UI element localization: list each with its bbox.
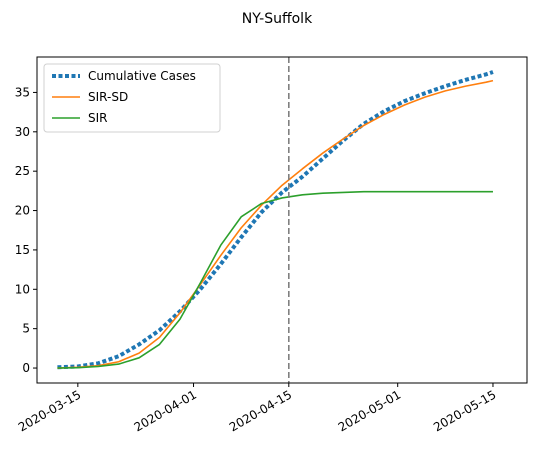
series-line-3: [57, 190, 493, 369]
x-tick-label: 2020-03-15: [16, 387, 83, 434]
legend-label-1: Cumulative Cases: [88, 69, 196, 83]
legend-box: [43, 63, 221, 133]
y-tick-label: 20: [15, 204, 30, 218]
y-tick-label: 10: [15, 282, 30, 296]
plot-area: [57, 57, 494, 383]
y-tick-label: 25: [15, 164, 30, 178]
plot-frame: [36, 56, 528, 384]
x-tick-label: 2020-04-01: [132, 387, 199, 434]
y-tick-label: 15: [15, 243, 30, 257]
y-tick-label: 35: [15, 85, 30, 99]
y-tick-label: 0: [22, 361, 30, 375]
series-line-1: [57, 70, 494, 370]
x-tick-label: 2020-05-01: [336, 387, 403, 434]
y-tick-label: 30: [15, 125, 30, 139]
x-tick-label: 2020-04-15: [227, 387, 294, 434]
legend-label-2: SIR-SD: [88, 90, 128, 104]
series-line-2: [57, 79, 494, 369]
legend: Cumulative Cases SIR-SD SIR: [43, 63, 221, 133]
chart-title: NY-Suffolk: [242, 11, 313, 27]
legend-label-3: SIR: [88, 111, 108, 125]
x-tick-label: 2020-05-15: [431, 387, 498, 434]
y-tick-label: 5: [22, 322, 30, 336]
